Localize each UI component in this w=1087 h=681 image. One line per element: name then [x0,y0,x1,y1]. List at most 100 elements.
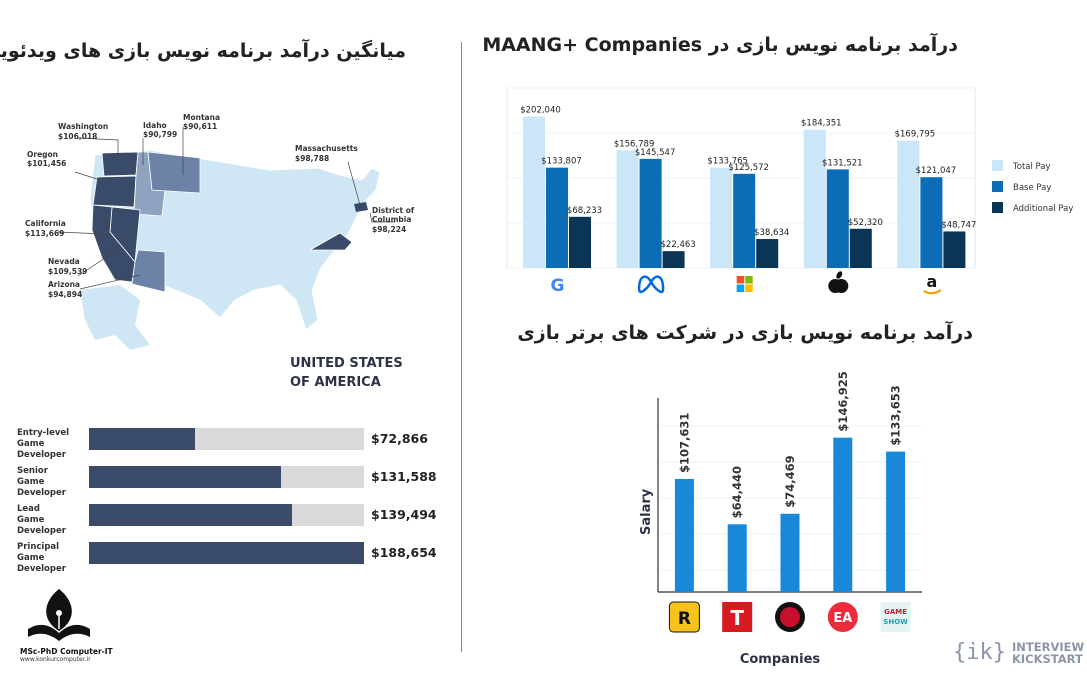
level-bar-row: Senior Game Developer $131,588 [15,462,437,498]
top-company-bar-label: $107,631 [677,413,691,473]
maang-chart: $202,040 $133,807 $68,233 G $156,789$145,547… [506,87,1073,296]
maang-bar-label: $48,747 [941,220,976,230]
country-line-2: OF AMERICA [290,375,381,390]
maang-legend-label: Additional Pay [1013,204,1073,214]
map-label-nevada-state: Nevada [48,257,80,266]
us-map: Washington $106,018 Idaho $90,799 Montan… [25,113,415,350]
level-bar-value: $131,588 [371,469,437,484]
maang-bar-label: $169,795 [895,130,936,140]
top-company-bar-label: $64,440 [730,466,744,518]
country-line-1: UNITED STATES [290,356,403,371]
level-bar-fill [89,542,364,564]
top-company-bar [886,451,906,592]
maang-bar-label: $145,547 [635,148,676,158]
konkur-brand-line2: www.konkurcomputer.ir [20,656,91,663]
maang-bar-label: $22,463 [661,240,696,250]
maang-bar [826,169,849,268]
map-label-dc-value: $98,224 [372,225,406,234]
map-arizona [131,249,166,293]
top-company-bar [833,437,853,592]
map-label-idaho-value: $90,799 [143,130,177,139]
company-logo-meta-icon [637,275,665,294]
level-bar-track [89,542,364,564]
maang-bar [897,140,920,268]
maang-legend-label: Base Pay [1013,183,1051,193]
map-label-montana-value: $90,611 [183,122,217,131]
company-logo-ea-icon: EA [827,602,858,632]
level-bar-value: $139,494 [371,507,437,522]
maang-bar [710,167,733,268]
top-companies-title: درآمد برنامه نویس بازی در شرکت های برتر … [517,322,973,344]
map-label-arizona-state: Arizona [48,280,80,289]
company-logo-riot-games-icon [775,602,805,632]
map-virginia [308,232,353,251]
maang-bar-label: $133,807 [541,157,582,167]
svg-text:GAME: GAME [884,608,907,616]
top-companies-chart: $107,631 R $64,440 T $74,469 $146,925 EA $133,6… [639,371,922,667]
interview-kickstart-logo: {ik} INTERVIEW KICKSTART [953,640,1084,665]
top-company-bar [727,524,747,592]
maang-bar [639,158,662,268]
company-logo-microsoft-icon [736,276,753,292]
maang-title: درآمد برنامه نویس بازی در MAANG+ Compani… [482,34,958,56]
maang-legend-label: Total Pay [1012,162,1051,172]
maang-bar [569,216,591,268]
company-logo-rockstar-games-icon: R [668,601,700,633]
level-bar-label: Principal Game Developer [17,542,66,574]
map-label-massachusetts-value: $98,788 [295,154,329,163]
svg-text:a: a [927,272,938,291]
level-bar-row: Entry-level Game Developer $72,866 [15,424,435,460]
map-label-california-state: California [25,219,66,228]
map-label-washington-state: Washington [58,122,108,131]
svg-text:R: R [678,609,691,629]
maang-bar [803,129,826,268]
ik-line2: KICKSTART [1011,651,1083,666]
maang-bar [616,150,639,268]
maang-bar [849,228,872,268]
konkur-brand-line1: MSc-PhD Computer-IT [20,647,113,656]
company-logo-game-show-icon: GAME SHOW [880,602,911,632]
company-logo-tencent-icon: T [722,602,753,632]
maang-bar [943,231,966,268]
map-label-idaho-state: Idaho [143,121,167,130]
country-label: UNITED STATES OF AMERICA [290,354,403,392]
top-y-label: Salary [639,488,654,535]
level-bar-chart: Entry-level Game Developer $72,866 Senior Ga… [15,424,437,574]
map-label-dc-state: District of [372,206,415,215]
map-label-montana-state: Montana [183,113,220,122]
maang-bar-label: $125,572 [728,163,769,173]
maang-bar [546,167,568,268]
map-label-oregon-value: $101,456 [27,159,66,168]
svg-text:G: G [551,276,565,296]
level-bar-value: $188,654 [371,545,437,560]
company-logo-amazon-icon: a [923,272,942,295]
level-bar-row: Lead Game Developer $139,494 [15,500,437,536]
map-label-nevada-value: $109,539 [48,267,87,276]
maang-bar-label: $52,320 [848,218,883,228]
level-bar-row: Principal Game Developer $188,654 [15,538,437,574]
map-label-arizona-value: $94,894 [48,290,82,299]
level-bar-label: Entry-level Game Developer [17,428,70,460]
maang-legend-swatch [992,202,1003,213]
ik-mark-icon: {ik} [953,640,1006,665]
maang-legend-swatch [992,181,1003,192]
level-bar-track [89,466,364,488]
level-bar-fill [89,428,196,450]
svg-text:T: T [730,606,744,630]
maang-bar-label: $202,040 [520,105,561,115]
top-company-bar-label: $133,653 [889,385,903,445]
konkur-logo-icon [28,589,90,641]
map-label-oregon-state: Oregon [27,150,58,159]
level-bar-track [89,504,364,526]
maang-bar-label: $156,789 [614,139,655,149]
level-bar-fill [89,504,293,526]
map-label-california-value: $113,669 [25,229,64,238]
panel-divider [461,42,462,652]
map-label-massachusetts-state: Massachusetts [295,144,358,153]
level-bar-label: Senior Game Developer [17,466,66,498]
maang-bar [523,116,545,268]
maang-bar-label: $184,351 [801,119,842,129]
top-company-bar-label: $74,469 [783,455,797,507]
map-washington [101,151,139,177]
top-company-bar [674,478,694,592]
